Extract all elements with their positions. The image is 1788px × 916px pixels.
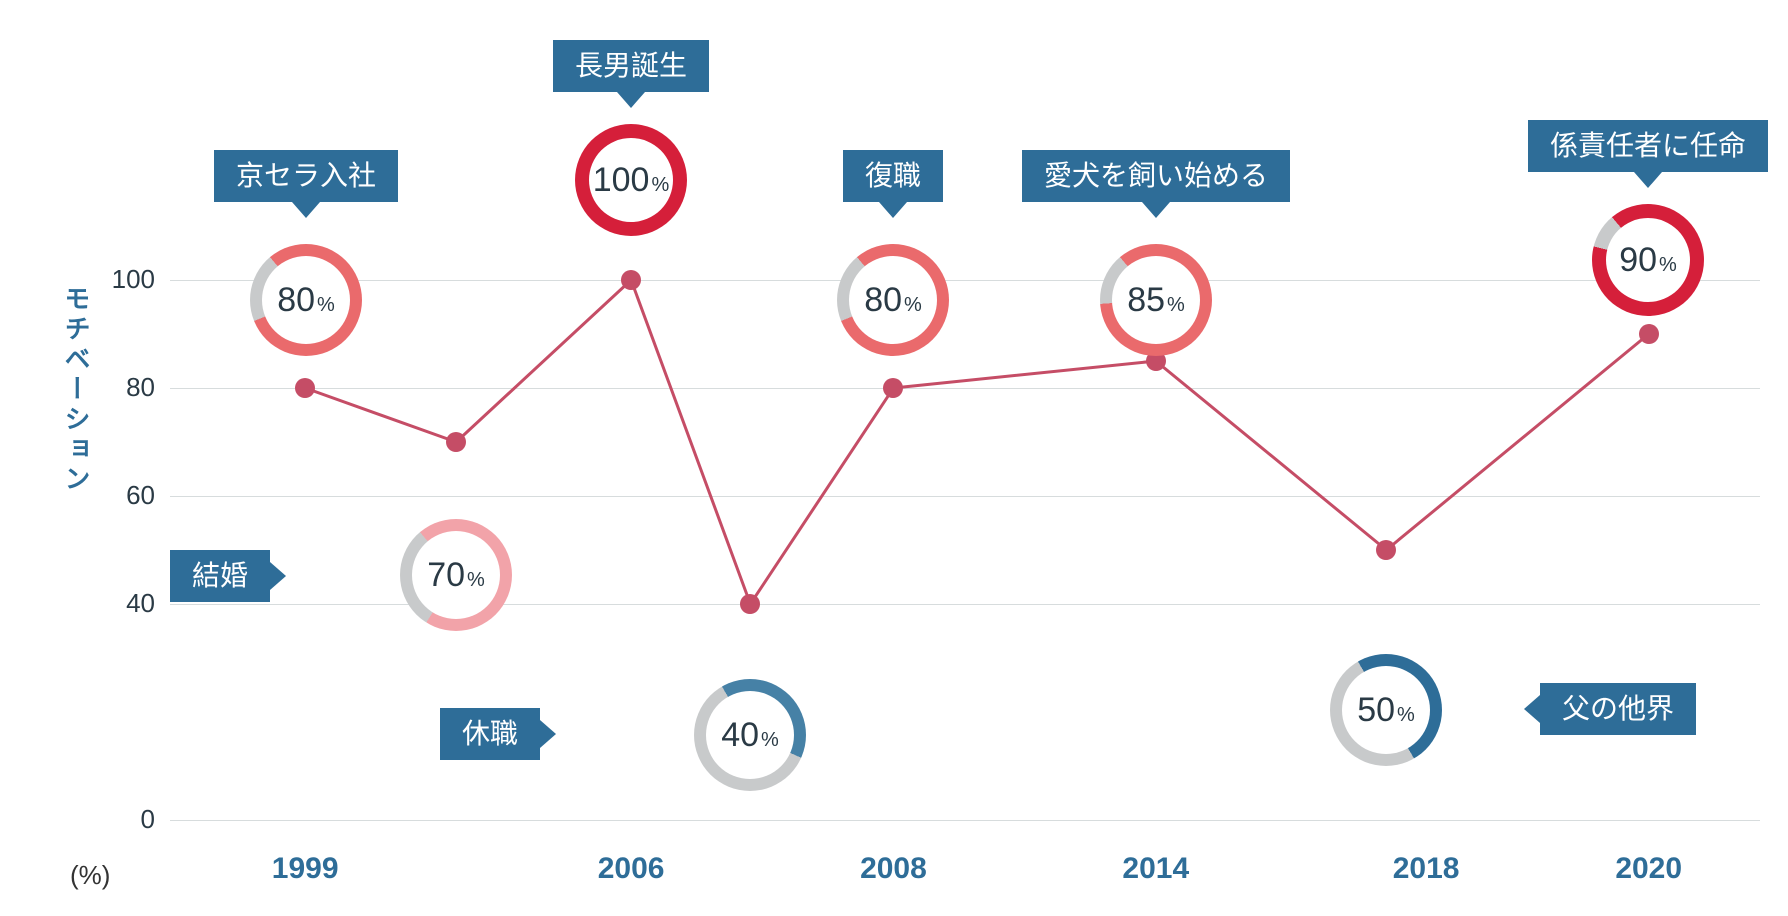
y-tick-label: 40 bbox=[100, 588, 155, 619]
gridline bbox=[170, 820, 1760, 821]
data-point bbox=[740, 594, 760, 614]
father-donut-hole: 50% bbox=[1342, 666, 1430, 754]
marriage-donut-value: 70% bbox=[427, 556, 485, 595]
return-donut-hole: 80% bbox=[849, 256, 937, 344]
dog-label: 愛犬を飼い始める bbox=[1022, 150, 1290, 202]
join-label: 京セラ入社 bbox=[214, 150, 398, 202]
data-point bbox=[621, 270, 641, 290]
marriage-label: 結婚 bbox=[170, 550, 270, 602]
arrow-icon bbox=[1524, 695, 1540, 723]
y-tick-label: 100 bbox=[100, 264, 155, 295]
marriage-donut-hole: 70% bbox=[412, 531, 500, 619]
data-point bbox=[446, 432, 466, 452]
motivation-chart: モチベーション (%) 1999 2006 2008 2014 2018 2020 0 40… bbox=[0, 0, 1788, 916]
y-tick-label: 60 bbox=[100, 480, 155, 511]
data-point bbox=[295, 378, 315, 398]
leader-donut: 90% bbox=[1592, 204, 1704, 316]
line-series bbox=[0, 0, 1788, 916]
join-donut-hole: 80% bbox=[262, 256, 350, 344]
marriage-label-text: 結婚 bbox=[192, 560, 248, 591]
gridline bbox=[170, 496, 1760, 497]
arrow-icon bbox=[270, 562, 286, 590]
y-tick-label: 80 bbox=[100, 372, 155, 403]
dog-donut: 85% bbox=[1100, 244, 1212, 356]
father-label: 父の他界 bbox=[1540, 683, 1696, 735]
first-son-label-text: 長男誕生 bbox=[575, 50, 687, 81]
join-donut: 80% bbox=[250, 244, 362, 356]
y-axis-title: モチベーション bbox=[58, 285, 95, 495]
arrow-icon bbox=[617, 92, 645, 108]
x-tick-label: 2014 bbox=[1122, 852, 1189, 886]
dog-donut-value: 85% bbox=[1127, 281, 1185, 320]
arrow-icon bbox=[1142, 202, 1170, 218]
first-son-donut-value: 100% bbox=[593, 161, 670, 200]
leader-label: 係責任者に任命 bbox=[1528, 120, 1768, 172]
join-label-text: 京セラ入社 bbox=[236, 160, 376, 191]
arrow-icon bbox=[540, 720, 556, 748]
data-point bbox=[1376, 540, 1396, 560]
first-son-donut: 100% bbox=[575, 124, 687, 236]
return-label: 復職 bbox=[843, 150, 943, 202]
marriage-donut: 70% bbox=[400, 519, 512, 631]
leave-donut-hole: 40% bbox=[706, 691, 794, 779]
leader-label-text: 係責任者に任命 bbox=[1550, 130, 1746, 161]
x-tick-label: 1999 bbox=[272, 852, 339, 886]
leave-donut: 40% bbox=[694, 679, 806, 791]
x-tick-label: 2018 bbox=[1393, 852, 1460, 886]
return-label-text: 復職 bbox=[865, 160, 921, 191]
gridline bbox=[170, 280, 1760, 281]
dog-label-text: 愛犬を飼い始める bbox=[1044, 160, 1268, 191]
x-tick-label: 2020 bbox=[1615, 852, 1682, 886]
leave-label-text: 休職 bbox=[462, 718, 518, 749]
gridline bbox=[170, 388, 1760, 389]
arrow-icon bbox=[1634, 172, 1662, 188]
return-donut-value: 80% bbox=[864, 281, 922, 320]
first-son-label: 長男誕生 bbox=[553, 40, 709, 92]
x-tick-label: 2008 bbox=[860, 852, 927, 886]
leave-donut-value: 40% bbox=[721, 716, 779, 755]
data-point bbox=[1639, 324, 1659, 344]
y-tick-label: 0 bbox=[100, 804, 155, 835]
y-axis-unit: (%) bbox=[70, 860, 110, 891]
arrow-icon bbox=[879, 202, 907, 218]
join-donut-value: 80% bbox=[277, 281, 335, 320]
data-point bbox=[883, 378, 903, 398]
first-son-donut-hole: 100% bbox=[589, 138, 673, 222]
leader-donut-hole: 90% bbox=[1606, 218, 1690, 302]
father-label-text: 父の他界 bbox=[1562, 693, 1674, 724]
leader-donut-value: 90% bbox=[1619, 241, 1677, 280]
father-donut: 50% bbox=[1330, 654, 1442, 766]
arrow-icon bbox=[292, 202, 320, 218]
leave-label: 休職 bbox=[440, 708, 540, 760]
dog-donut-hole: 85% bbox=[1112, 256, 1200, 344]
father-donut-value: 50% bbox=[1357, 691, 1415, 730]
x-tick-label: 2006 bbox=[598, 852, 665, 886]
return-donut: 80% bbox=[837, 244, 949, 356]
